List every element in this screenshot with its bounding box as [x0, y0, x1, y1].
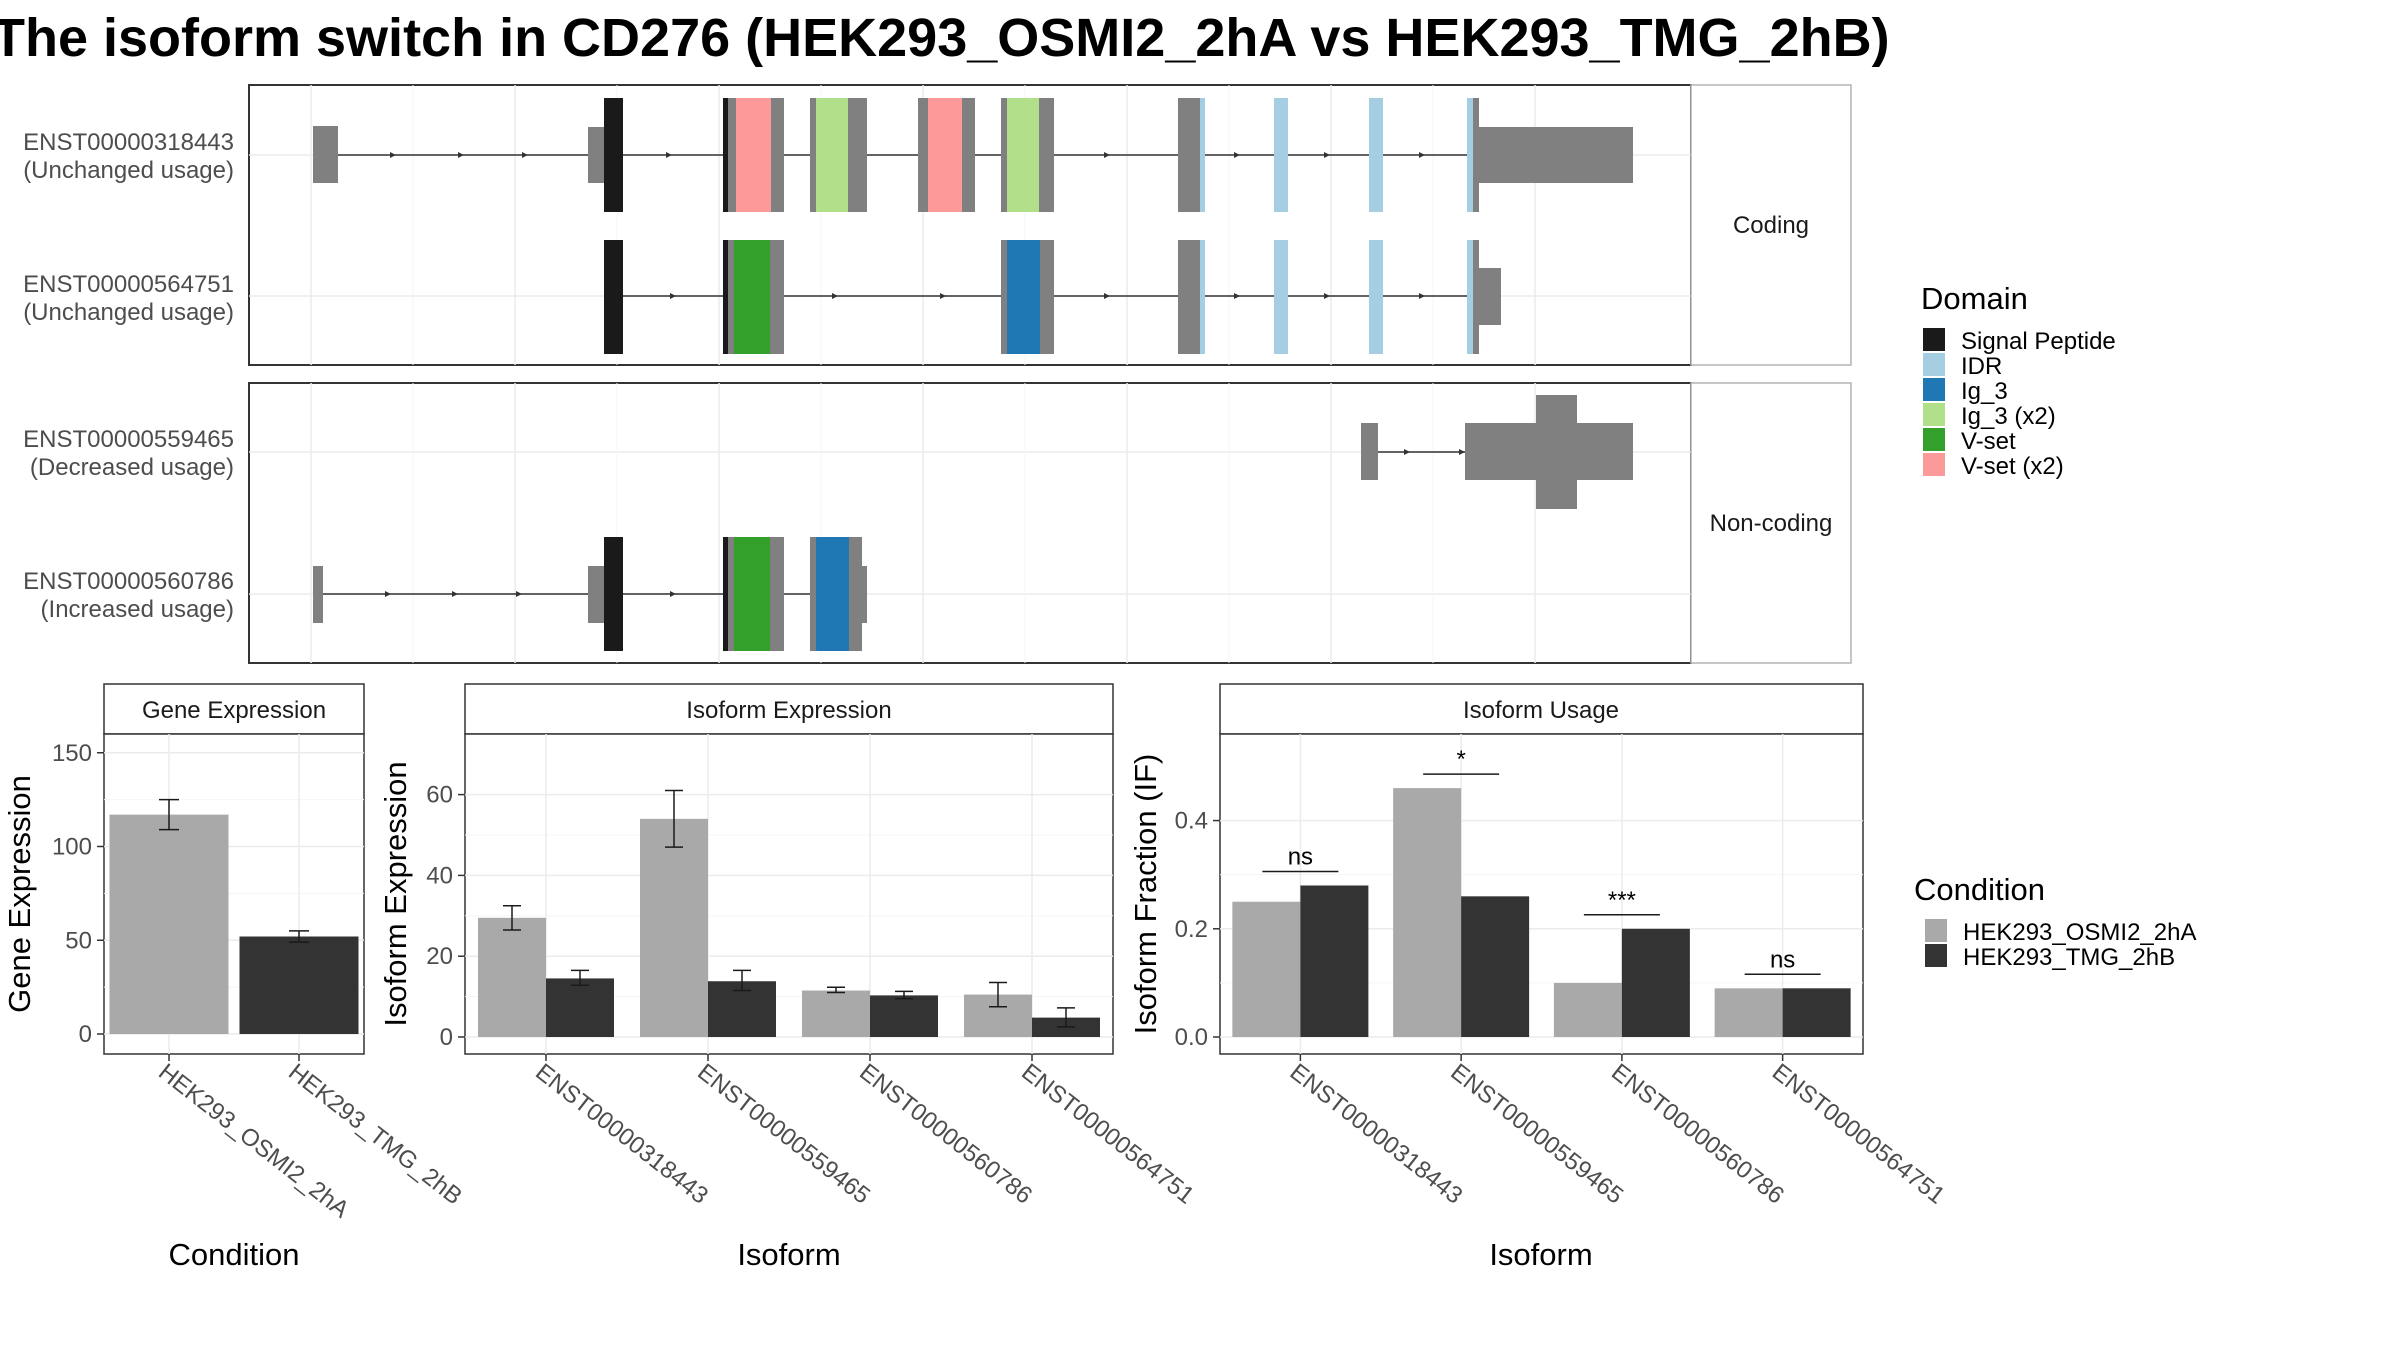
isoform-expression-xlabel: Isoform [737, 1237, 840, 1272]
y-tick-label: 0 [79, 1021, 92, 1048]
x-tick-label: ENST00000318443 [1285, 1058, 1468, 1209]
y-tick-label: 0.4 [1175, 808, 1208, 835]
legend-swatch-ig3 [1923, 378, 1945, 401]
isoform-track-560786 [313, 537, 867, 651]
condition-legend: Condition HEK293_OSMI2_2hA HEK293_TMG_2h… [1914, 872, 2196, 971]
facet-label-noncoding: Non-coding [1710, 510, 1833, 537]
isoform-usage-560786: (Increased usage) [41, 596, 234, 623]
bar [1461, 896, 1530, 1037]
isoform-track-564751 [604, 240, 1501, 354]
facet-label-coding: Coding [1733, 212, 1809, 239]
isoform-usage-559465: (Decreased usage) [30, 454, 234, 481]
isoform-id-564751: ENST00000564751 [23, 271, 234, 298]
legend-label-signal-peptide: Signal Peptide [1961, 328, 2116, 355]
legend-label-ig3-x2: Ig_3 (x2) [1961, 403, 2056, 430]
legend-label-tmg: HEK293_TMG_2hB [1963, 944, 2175, 971]
isoform-usage-panel: Isoform Usage Isoform Fraction (IF) Isof… [1128, 683, 1950, 1272]
legend-swatch-vset [1923, 428, 1945, 451]
x-tick-label: ENST00000318443 [530, 1058, 713, 1209]
x-tick-label: ENST00000560786 [854, 1058, 1037, 1209]
bar [478, 917, 546, 1037]
gene-expression-strip: Gene Expression [142, 697, 326, 724]
domain-legend-title: Domain [1921, 281, 2028, 316]
y-tick-label: 0.0 [1175, 1024, 1208, 1051]
isoform-usage-564751: (Unchanged usage) [23, 299, 234, 326]
legend-swatch-idr [1923, 353, 1945, 376]
isoform-id-560786: ENST00000560786 [23, 568, 234, 595]
bar [1782, 988, 1851, 1037]
significance-label: *** [1608, 887, 1636, 914]
isoform-usage-ylabel: Isoform Fraction (IF) [1128, 754, 1163, 1035]
legend-label-vset: V-set [1961, 428, 2016, 455]
gene-expression-panel: Gene Expression Gene Expression Conditio… [2, 683, 467, 1272]
y-tick-label: 20 [426, 943, 453, 970]
y-tick-label: 0 [440, 1024, 453, 1051]
isoform-expression-strip: Isoform Expression [686, 697, 891, 724]
y-tick-label: 100 [52, 834, 92, 861]
x-tick-label: ENST00000564751 [1767, 1058, 1950, 1209]
gene-expression-xlabel: Condition [169, 1237, 300, 1272]
bar [1232, 901, 1301, 1037]
legend-swatch-vset-x2 [1923, 453, 1945, 476]
isoform-track-318443 [313, 98, 1633, 212]
x-tick-label: ENST00000559465 [692, 1058, 875, 1209]
legend-label-idr: IDR [1961, 353, 2002, 380]
significance-label: * [1456, 746, 1465, 773]
y-tick-label: 60 [426, 782, 453, 809]
isoform-track-559465 [1361, 395, 1633, 509]
isoform-usage-xlabel: Isoform [1489, 1237, 1592, 1272]
y-tick-label: 0.2 [1175, 916, 1208, 943]
legend-label-osmi: HEK293_OSMI2_2hA [1963, 919, 2196, 946]
y-tick-label: 40 [426, 862, 453, 889]
gene-expression-ylabel: Gene Expression [2, 775, 37, 1013]
x-tick-label: ENST00000560786 [1606, 1058, 1789, 1209]
domain-legend: Domain Signal Peptide IDR Ig_3 Ig_3 (x2)… [1921, 281, 2116, 480]
bar [1393, 788, 1462, 1037]
bar [1714, 988, 1783, 1037]
bar [546, 978, 614, 1037]
bar [640, 818, 708, 1037]
isoform-usage-318443: (Unchanged usage) [23, 157, 234, 184]
isoform-id-318443: ENST00000318443 [23, 129, 234, 156]
isoform-expression-panel: Isoform Expression Isoform Expression Is… [378, 683, 1199, 1272]
bar [239, 936, 359, 1034]
isoform-id-559465: ENST00000559465 [23, 426, 234, 453]
bar [1300, 885, 1369, 1037]
legend-swatch-signal-peptide [1923, 328, 1945, 351]
condition-legend-title: Condition [1914, 872, 2045, 907]
significance-label: ns [1770, 946, 1795, 973]
bar [1553, 982, 1622, 1037]
y-tick-label: 50 [65, 927, 92, 954]
bar [802, 990, 870, 1037]
structure-panel-noncoding: Non-coding [248, 382, 1852, 664]
x-tick-label: ENST00000564751 [1016, 1058, 1199, 1209]
significance-label: ns [1288, 844, 1313, 871]
bar [870, 995, 938, 1037]
isoform-usage-strip: Isoform Usage [1463, 697, 1619, 724]
bar [109, 814, 229, 1034]
legend-label-ig3: Ig_3 [1961, 378, 2008, 405]
bar [1621, 928, 1690, 1037]
figure-title: The isoform switch in CD276 (HEK293_OSMI… [0, 8, 1890, 68]
legend-label-vset-x2: V-set (x2) [1961, 453, 2064, 480]
legend-swatch-tmg [1925, 944, 1947, 967]
legend-swatch-ig3-x2 [1923, 403, 1945, 426]
legend-swatch-osmi [1925, 919, 1947, 942]
x-tick-label: ENST00000559465 [1445, 1058, 1628, 1209]
isoform-expression-ylabel: Isoform Expression [378, 761, 413, 1026]
y-tick-label: 150 [52, 740, 92, 767]
